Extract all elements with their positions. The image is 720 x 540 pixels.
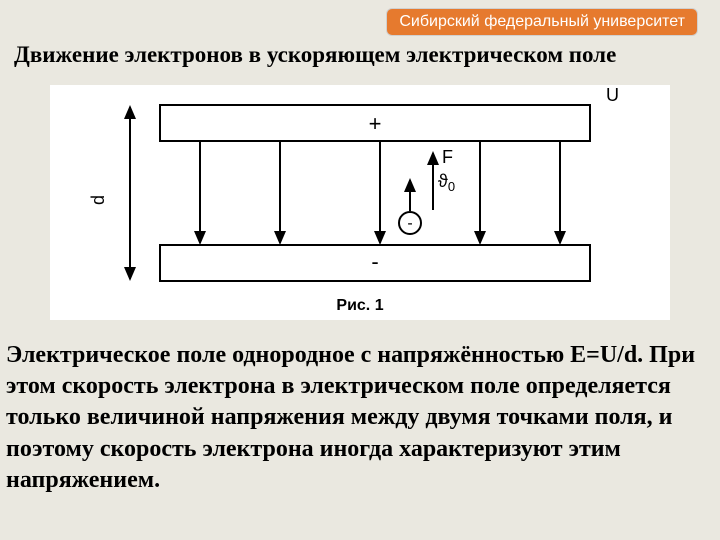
velocity-label: ϑ0 (438, 171, 455, 194)
physics-diagram: + - d U - F ϑ0 Рис. 1 (50, 85, 670, 320)
distance-label: d (88, 195, 108, 205)
figure-caption: Рис. 1 (336, 297, 383, 314)
figure-container: + - d U - F ϑ0 Рис. 1 (50, 85, 670, 320)
bottom-plate-symbol: - (371, 249, 378, 274)
body-paragraph: Электрическое поле однородное с напряжён… (6, 340, 710, 496)
voltage-label: U (606, 85, 619, 105)
electron-charge: - (407, 215, 412, 232)
force-label: F (442, 147, 453, 167)
slide-title: Движение электронов в ускоряющем электри… (14, 42, 616, 68)
top-plate-symbol: + (369, 111, 382, 136)
university-badge: Сибирский федеральный университет (386, 8, 698, 36)
